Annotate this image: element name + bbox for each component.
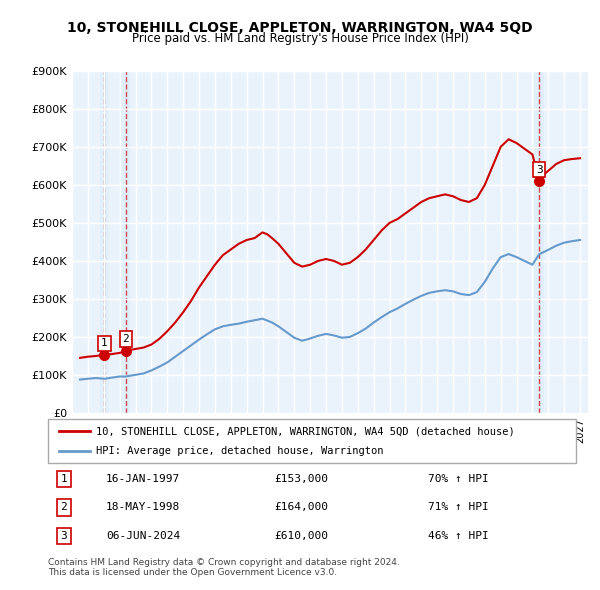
Text: 46% ↑ HPI: 46% ↑ HPI (428, 531, 489, 541)
Text: 2: 2 (61, 503, 67, 513)
Text: Contains HM Land Registry data © Crown copyright and database right 2024.
This d: Contains HM Land Registry data © Crown c… (48, 558, 400, 577)
Text: 71% ↑ HPI: 71% ↑ HPI (428, 503, 489, 513)
Text: 70% ↑ HPI: 70% ↑ HPI (428, 474, 489, 484)
Bar (535, 71, 544, 413)
Text: 1: 1 (61, 474, 67, 484)
Text: 1: 1 (101, 339, 108, 349)
Text: 18-MAY-1998: 18-MAY-1998 (106, 503, 180, 513)
Text: £153,000: £153,000 (274, 474, 328, 484)
Text: 16-JAN-1997: 16-JAN-1997 (106, 474, 180, 484)
FancyBboxPatch shape (48, 419, 576, 463)
Text: Price paid vs. HM Land Registry's House Price Index (HPI): Price paid vs. HM Land Registry's House … (131, 32, 469, 45)
Text: £164,000: £164,000 (274, 503, 328, 513)
Text: £610,000: £610,000 (274, 531, 328, 541)
Text: 2: 2 (122, 335, 129, 344)
Text: HPI: Average price, detached house, Warrington: HPI: Average price, detached house, Warr… (95, 446, 383, 455)
Text: 06-JUN-2024: 06-JUN-2024 (106, 531, 180, 541)
Text: 10, STONEHILL CLOSE, APPLETON, WARRINGTON, WA4 5QD: 10, STONEHILL CLOSE, APPLETON, WARRINGTO… (67, 21, 533, 35)
Text: 3: 3 (536, 165, 542, 175)
Text: 3: 3 (61, 531, 67, 541)
Bar (100, 71, 109, 413)
Bar (121, 71, 130, 413)
Text: 10, STONEHILL CLOSE, APPLETON, WARRINGTON, WA4 5QD (detached house): 10, STONEHILL CLOSE, APPLETON, WARRINGTO… (95, 427, 514, 436)
